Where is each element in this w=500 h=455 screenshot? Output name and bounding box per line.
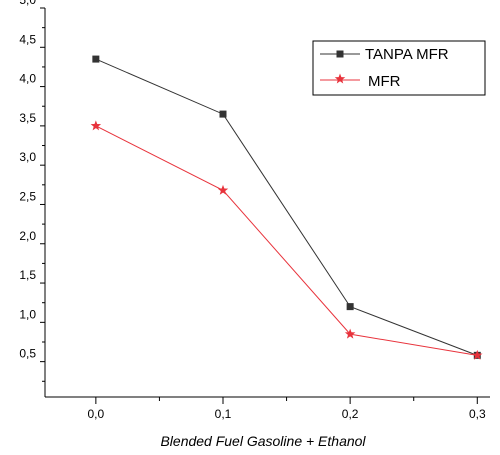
series-1 [90, 120, 483, 360]
data-point-star [472, 349, 483, 360]
y-tick-label: 1,5 [19, 268, 36, 282]
data-point-star [217, 184, 229, 195]
y-tick-label: 2,0 [19, 229, 36, 243]
y-tick-label: 5,0 [19, 0, 36, 7]
legend: TANPA MFR MFR [312, 40, 486, 96]
y-ticks: 0,5 1,0 1,5 2,0 2,5 3,0 3,5 4,0 4,5 5,0 [19, 0, 45, 382]
x-tick-label: 0,0 [88, 407, 105, 421]
data-point-square [346, 303, 354, 311]
x-tick-label: 0,1 [215, 407, 232, 421]
x-tick-label: 0,2 [342, 407, 359, 421]
data-point-square [92, 55, 100, 63]
x-ticks: 0,0 0,1 0,2 0,3 [88, 397, 486, 421]
x-axis-title: Blended Fuel Gasoline + Ethanol [160, 433, 366, 449]
series-layer [90, 55, 483, 360]
y-tick-label: 2,5 [19, 189, 36, 203]
legend-box [312, 40, 486, 96]
data-point-star [344, 328, 356, 339]
legend-item-mfr: MFR [320, 73, 401, 90]
y-tick-label: 3,0 [19, 150, 36, 164]
axes [44, 8, 490, 398]
x-tick-label: 0,3 [469, 407, 486, 421]
y-tick-label: 4,0 [19, 72, 36, 86]
legend-label-tanpa-mfr: TANPA MFR [365, 46, 449, 63]
legend-item-tanpa-mfr: TANPA MFR [320, 46, 449, 63]
star-marker-icon [334, 73, 346, 84]
y-tick-label: 1,0 [19, 307, 36, 321]
series-line [95, 125, 478, 356]
y-tick-label: 0,5 [19, 347, 36, 361]
legend-label-mfr: MFR [368, 73, 401, 90]
data-point-star [90, 120, 102, 131]
square-marker-icon [336, 50, 344, 58]
y-tick-label: 3,5 [19, 111, 36, 125]
series-0 [92, 55, 481, 359]
y-tick-label: 4,5 [19, 32, 36, 46]
data-point-square [219, 110, 227, 118]
series-line [95, 58, 478, 356]
